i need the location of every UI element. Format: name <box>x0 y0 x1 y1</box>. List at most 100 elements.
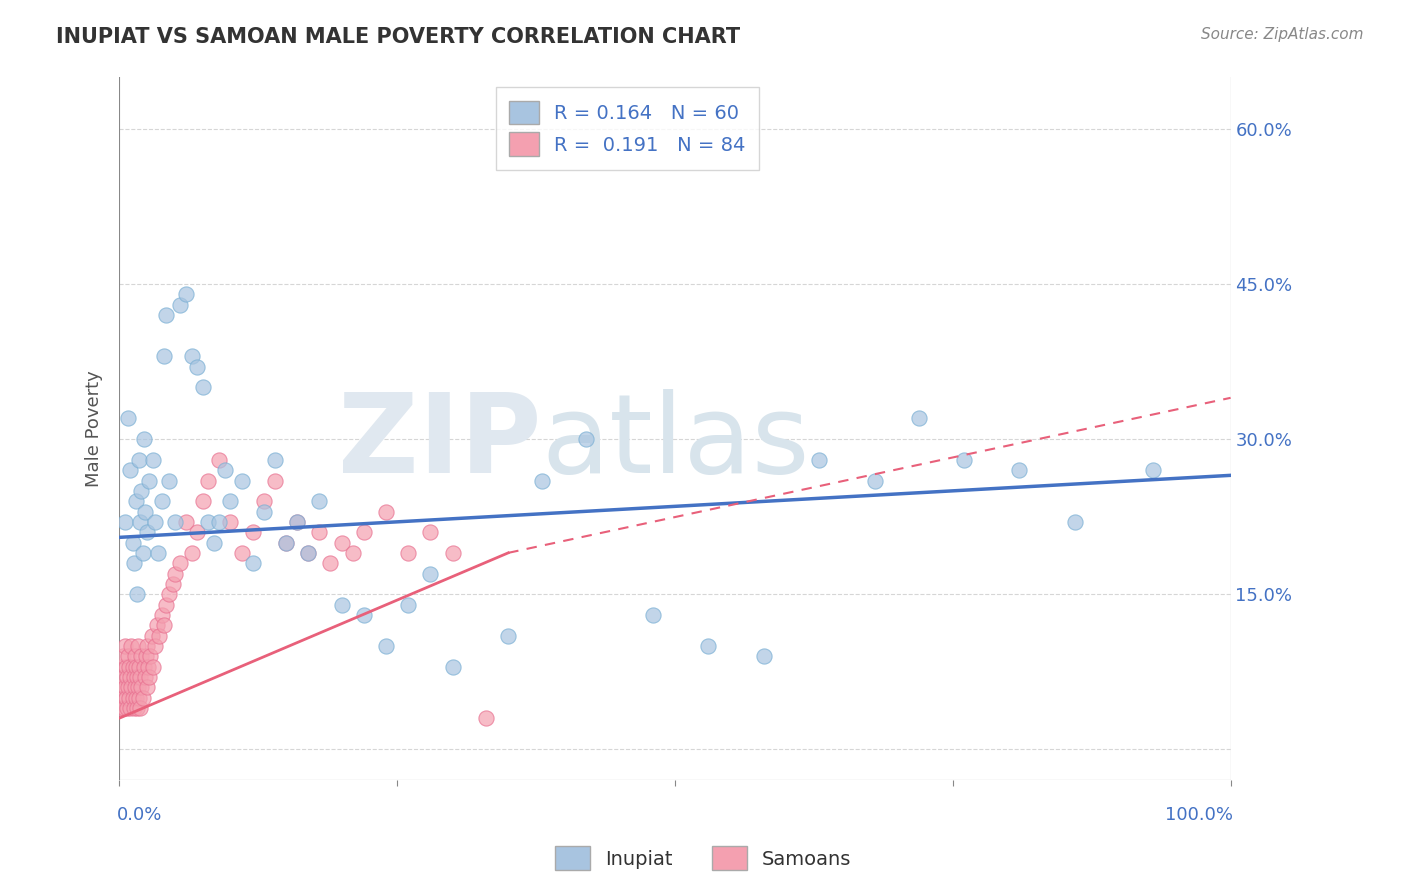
Point <box>163 566 186 581</box>
Point <box>697 639 720 653</box>
Point <box>274 535 297 549</box>
Point <box>138 670 160 684</box>
Point <box>139 649 162 664</box>
Point <box>575 432 598 446</box>
Point <box>319 556 342 570</box>
Point <box>263 453 285 467</box>
Point <box>121 680 143 694</box>
Point <box>132 659 155 673</box>
Point <box>115 690 138 705</box>
Point <box>110 701 132 715</box>
Point <box>112 670 135 684</box>
Point <box>110 659 132 673</box>
Point <box>125 690 148 705</box>
Point <box>134 670 156 684</box>
Point <box>375 504 398 518</box>
Point <box>202 535 225 549</box>
Point <box>253 494 276 508</box>
Point <box>146 546 169 560</box>
Point <box>122 556 145 570</box>
Point <box>111 649 134 664</box>
Point <box>253 504 276 518</box>
Point <box>330 535 353 549</box>
Point <box>231 546 253 560</box>
Point <box>155 308 177 322</box>
Point <box>121 639 143 653</box>
Point <box>111 690 134 705</box>
Point <box>112 701 135 715</box>
Point <box>125 670 148 684</box>
Point <box>125 659 148 673</box>
Point <box>953 453 976 467</box>
Point <box>475 711 498 725</box>
Point <box>155 598 177 612</box>
Point <box>285 515 308 529</box>
Point <box>128 690 150 705</box>
Point <box>342 546 364 560</box>
Point <box>117 411 139 425</box>
Point <box>530 474 553 488</box>
Point <box>496 628 519 642</box>
Point <box>125 587 148 601</box>
Point <box>122 670 145 684</box>
Point <box>396 546 419 560</box>
Point <box>135 649 157 664</box>
Point <box>146 618 169 632</box>
Point <box>118 690 141 705</box>
Point <box>127 639 149 653</box>
Point <box>174 515 197 529</box>
Point <box>441 546 464 560</box>
Point <box>375 639 398 653</box>
Point <box>180 350 202 364</box>
Point <box>152 350 174 364</box>
Point <box>122 701 145 715</box>
Point <box>152 618 174 632</box>
Point <box>138 474 160 488</box>
Point <box>136 659 159 673</box>
Text: INUPIAT VS SAMOAN MALE POVERTY CORRELATION CHART: INUPIAT VS SAMOAN MALE POVERTY CORRELATI… <box>56 27 741 46</box>
Point <box>169 556 191 570</box>
Point <box>121 659 143 673</box>
Point <box>150 607 173 622</box>
Point <box>115 659 138 673</box>
Point <box>208 515 231 529</box>
Point <box>157 587 180 601</box>
Point <box>1008 463 1031 477</box>
Point <box>121 690 143 705</box>
Text: ZIP: ZIP <box>339 390 541 496</box>
Point <box>1142 463 1164 477</box>
Point <box>174 287 197 301</box>
Point <box>308 525 330 540</box>
Point <box>150 494 173 508</box>
Point <box>131 680 153 694</box>
Point <box>143 639 166 653</box>
Legend: Inupiat, Samoans: Inupiat, Samoans <box>547 838 859 878</box>
Point <box>197 515 219 529</box>
Point <box>219 515 242 529</box>
Point <box>231 474 253 488</box>
Point <box>118 659 141 673</box>
Point <box>131 649 153 664</box>
Point <box>121 535 143 549</box>
Point <box>129 515 152 529</box>
Point <box>208 453 231 467</box>
Point <box>129 701 152 715</box>
Point <box>131 690 153 705</box>
Point <box>124 649 146 664</box>
Point <box>353 525 375 540</box>
Point <box>114 639 136 653</box>
Point <box>120 670 142 684</box>
Point <box>808 453 831 467</box>
Point <box>136 525 159 540</box>
Point <box>197 474 219 488</box>
Point <box>186 359 208 374</box>
Point <box>191 494 214 508</box>
Point <box>752 649 775 664</box>
Point <box>285 515 308 529</box>
Point <box>117 649 139 664</box>
Point <box>330 598 353 612</box>
Point <box>908 411 931 425</box>
Point <box>128 453 150 467</box>
Point <box>117 680 139 694</box>
Point <box>419 525 441 540</box>
